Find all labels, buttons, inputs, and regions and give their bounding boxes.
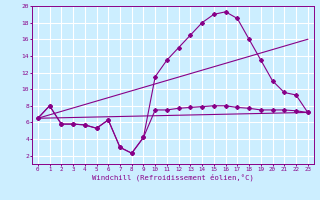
- X-axis label: Windchill (Refroidissement éolien,°C): Windchill (Refroidissement éolien,°C): [92, 174, 254, 181]
